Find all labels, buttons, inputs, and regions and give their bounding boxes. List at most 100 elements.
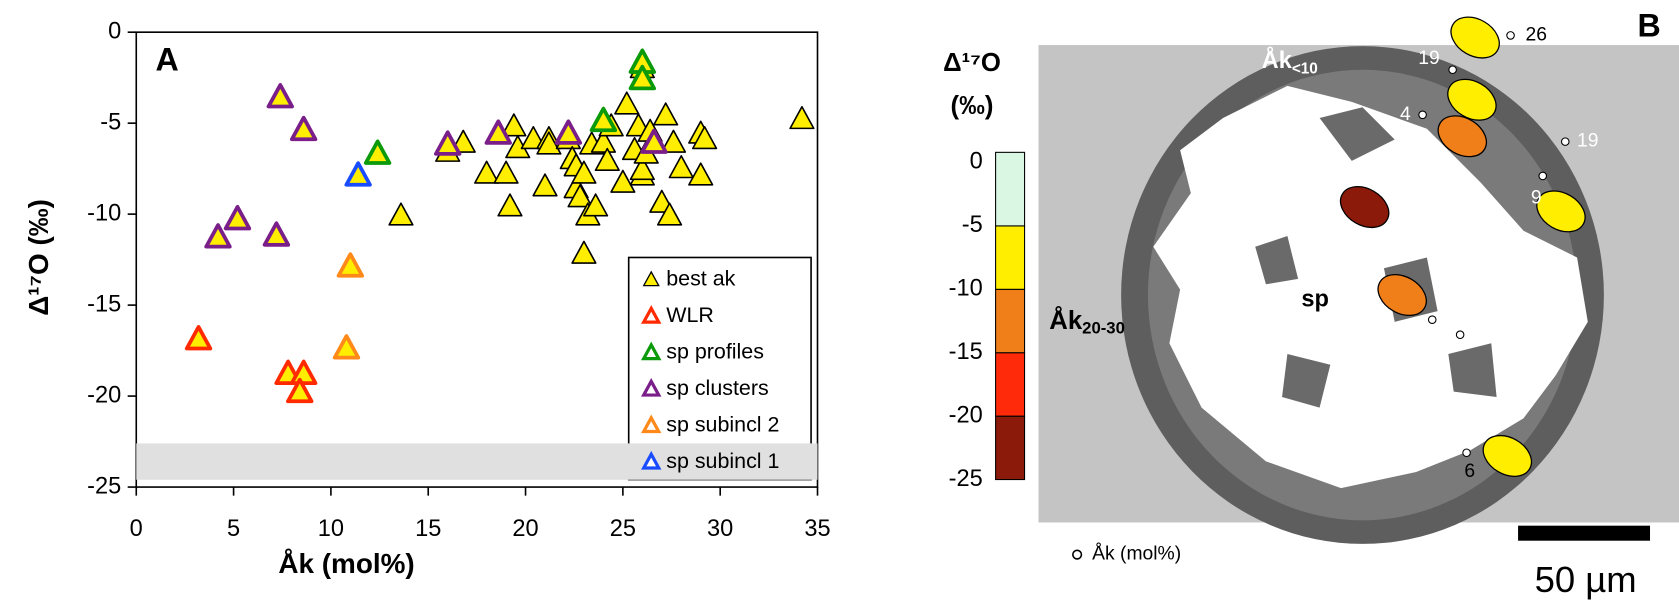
marker: [289, 115, 318, 142]
region-label: sp: [1301, 287, 1329, 313]
micrograph: [1038, 45, 1679, 544]
scale-bar-label: 50 µm: [1535, 559, 1637, 600]
key-label: Åk (mol%): [1092, 542, 1181, 565]
spot-marker: [1455, 330, 1465, 340]
marker: [571, 160, 597, 184]
region-label-sub: <10: [1292, 61, 1318, 78]
marker: [532, 173, 558, 197]
region-label-main: Åk: [1049, 306, 1083, 335]
spot-label: 7: [1470, 322, 1481, 343]
spot-marker: [1462, 448, 1471, 458]
region-label-main: sp: [1301, 287, 1329, 313]
spot-label: 26: [1526, 24, 1547, 45]
x-tick-label: 5: [227, 516, 240, 542]
y-axis-title: Δ¹⁷O (‰): [23, 199, 54, 316]
legend-label: best ak: [666, 267, 735, 291]
marker: [610, 169, 636, 193]
spot-label: 9: [1531, 188, 1542, 209]
x-tick-label: 0: [130, 516, 143, 542]
spot-marker: [1448, 65, 1457, 75]
reference-band: [136, 443, 818, 480]
colorbar-tick-label: -5: [962, 212, 983, 238]
colorbar-tick-label: 0: [970, 149, 983, 175]
x-tick-label: 10: [318, 516, 344, 542]
legend-label: sp subincl 2: [666, 413, 779, 437]
marker: [567, 184, 593, 208]
legend-label: WLR: [666, 303, 714, 327]
x-tick-label: 25: [610, 516, 636, 542]
colorbar-title: (‰): [951, 92, 994, 120]
legend: [627, 256, 812, 481]
marker: [554, 119, 583, 145]
spot-marker: [1418, 110, 1427, 120]
y-tick-label: -10: [87, 200, 121, 226]
marker: [614, 91, 640, 115]
y-tick-label: -5: [100, 109, 121, 135]
marker: [266, 83, 294, 109]
marker: [590, 129, 617, 153]
colorbar-segment: [995, 288, 1026, 354]
legend-marker: [640, 450, 662, 470]
analysis-spot: [1482, 434, 1533, 477]
analysis-spot: [1339, 186, 1390, 229]
marker: [629, 156, 655, 181]
colorbar-title: Δ¹⁷O: [943, 49, 1001, 77]
colorbar-tick-label: -10: [949, 276, 983, 302]
marker: [688, 162, 714, 186]
analysis-spot: [1377, 274, 1427, 317]
legend-marker: [640, 414, 662, 434]
colorbar-segment: [995, 352, 1026, 417]
region-label-main: Åk: [1262, 46, 1293, 74]
marker: [653, 102, 679, 126]
y-tick-label: 0: [108, 18, 121, 44]
x-tick-label: 30: [707, 516, 733, 542]
marker: [493, 160, 519, 184]
x-axis-title: Åk (mol%): [278, 548, 414, 579]
legend-marker: [640, 377, 662, 397]
marker: [223, 204, 252, 231]
marker: [484, 119, 512, 145]
colorbar-segment: [995, 151, 1026, 227]
marker: [184, 325, 213, 351]
x-tick-label: 20: [512, 516, 538, 542]
region-label-sub: 20-30: [1082, 319, 1125, 338]
panel-label: A: [156, 42, 179, 78]
panel-label: B: [1638, 7, 1661, 43]
marker: [589, 106, 618, 133]
spot-label: 4: [1400, 104, 1411, 125]
marker: [501, 113, 527, 137]
legend-marker: [640, 341, 662, 361]
marker: [336, 252, 365, 278]
y-tick-label: -20: [87, 382, 121, 408]
legend-marker: [642, 270, 660, 287]
spot-marker: [1506, 31, 1515, 40]
marker: [660, 129, 687, 153]
marker: [583, 193, 609, 217]
spot-marker: [1427, 315, 1437, 324]
colorbar-tick-label: -25: [949, 466, 983, 492]
region-label: Åk<10: [1262, 46, 1318, 77]
analysis-spot: [1450, 16, 1500, 59]
marker: [286, 377, 314, 404]
legend-label: sp profiles: [666, 340, 764, 364]
scale-bar: [1518, 525, 1651, 541]
marker: [363, 139, 392, 165]
colorbar-tick-label: -15: [949, 339, 983, 365]
analysis-spot: [1536, 190, 1586, 233]
spot-label: 19: [1418, 48, 1439, 69]
legend-label: sp clusters: [666, 376, 768, 400]
spot-label: 19: [1577, 131, 1598, 152]
marker: [668, 155, 694, 179]
x-tick-label: 15: [415, 516, 441, 542]
legend-label: sp subincl 1: [666, 449, 779, 473]
y-tick-label: -15: [87, 291, 121, 317]
marker: [640, 128, 668, 154]
key-marker: [1072, 549, 1083, 560]
marker: [497, 193, 523, 217]
spot-marker: [1538, 171, 1548, 181]
marker: [388, 202, 414, 226]
spot-marker: [1560, 137, 1570, 146]
analysis-spot: [1437, 115, 1488, 158]
